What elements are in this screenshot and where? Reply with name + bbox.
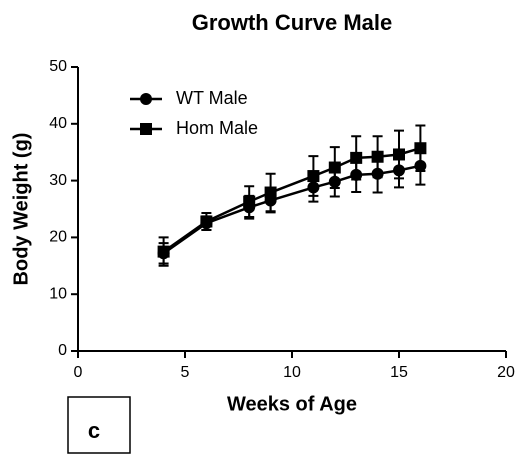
panel-box (67, 396, 131, 454)
data-point (350, 151, 363, 164)
series-line (162, 164, 421, 255)
data-point (307, 170, 320, 183)
y-tick-label: 20 (49, 229, 67, 246)
panel-label: c (88, 418, 100, 443)
y-tick-label: 40 (49, 115, 67, 132)
y-tick-label: 30 (49, 172, 67, 189)
y-axis-label: Body Weight (g) (10, 133, 32, 286)
legend-marker (140, 93, 152, 105)
data-point (200, 215, 213, 228)
data-point (414, 142, 427, 155)
x-tick-label: 20 (497, 364, 515, 381)
y-tick-label: 50 (49, 58, 67, 75)
y-tick-label: 10 (49, 285, 67, 302)
data-point (243, 195, 256, 208)
data-point (371, 150, 384, 163)
data-point (328, 161, 341, 174)
x-tick-label: 0 (74, 364, 83, 381)
x-axis-label: Weeks of Age (227, 393, 357, 415)
data-point (393, 148, 405, 161)
y-tick-label: 0 (58, 342, 67, 359)
series-line (162, 147, 421, 253)
x-tick-label: 15 (390, 364, 408, 381)
data-point (264, 186, 277, 199)
legend-label: WT Male (176, 88, 248, 108)
legend-marker (140, 123, 152, 135)
legend-label: Hom Male (176, 118, 258, 138)
x-tick-label: 10 (283, 364, 301, 381)
data-point (157, 245, 170, 258)
x-tick-label: 5 (181, 364, 190, 381)
chart-title: Growth Curve Male (192, 10, 392, 35)
